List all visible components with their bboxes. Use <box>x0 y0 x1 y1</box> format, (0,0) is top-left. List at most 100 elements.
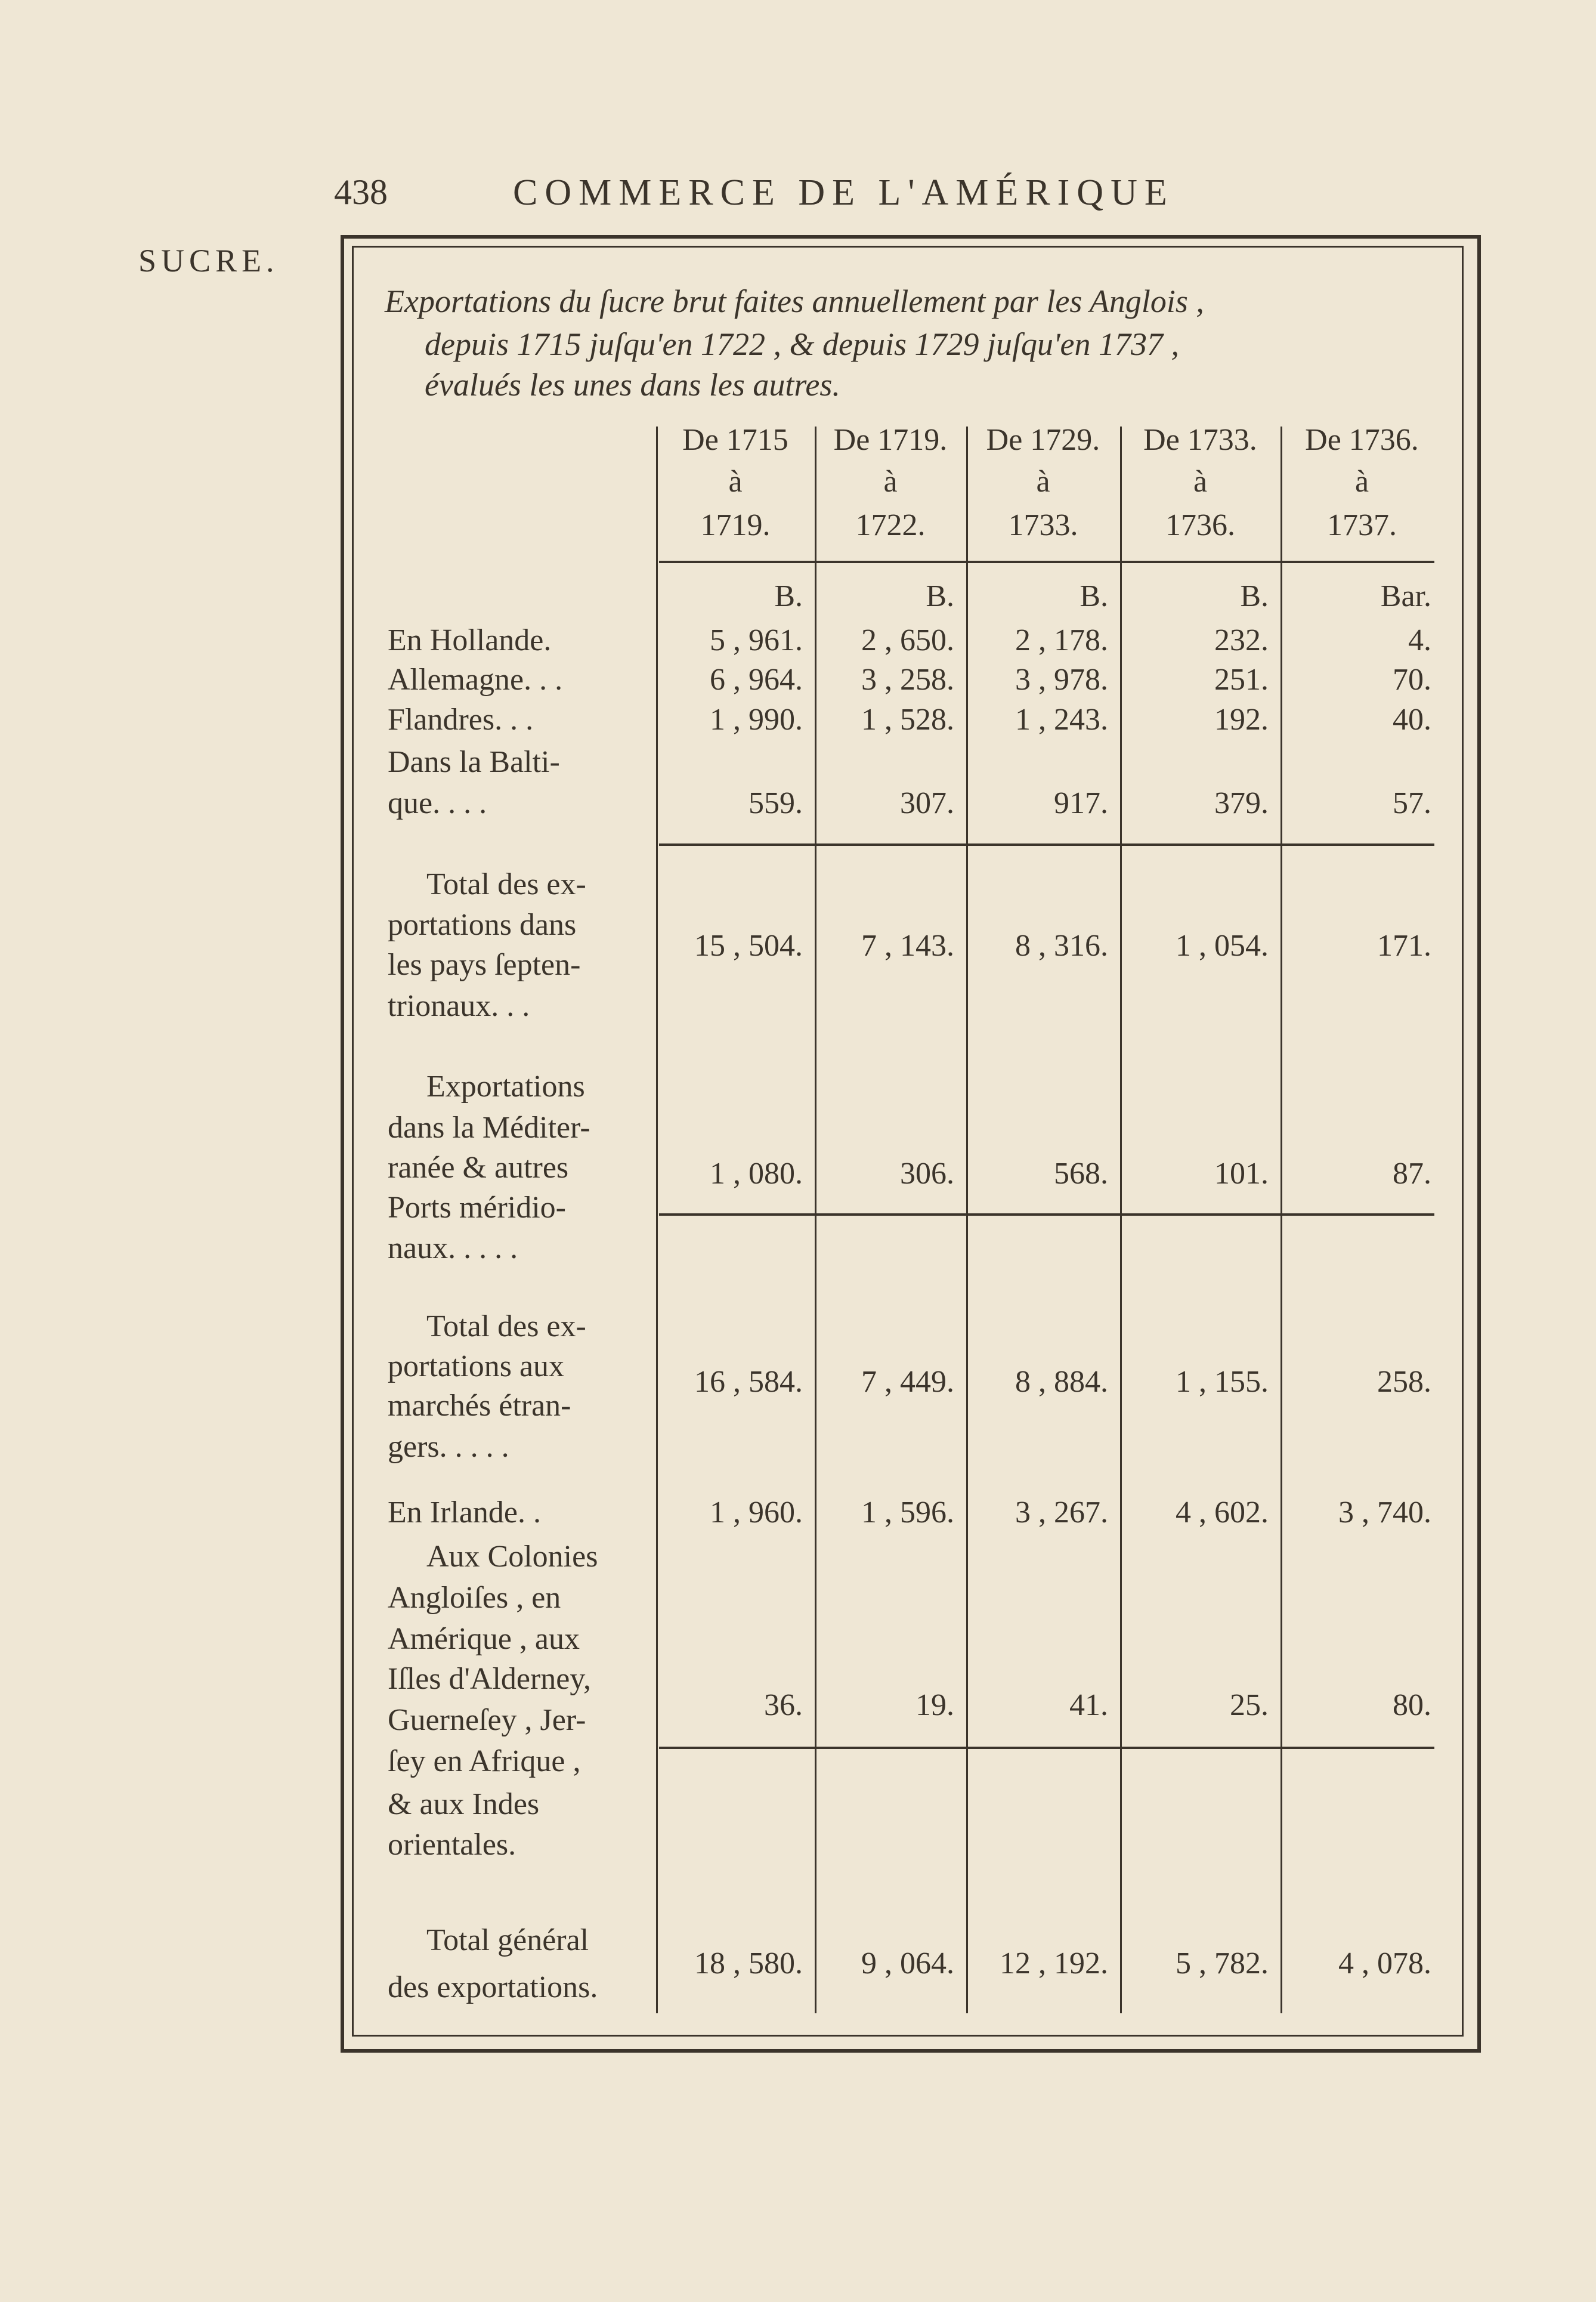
row-label: Total général <box>426 1923 589 1957</box>
cell-value: 258. <box>1377 1365 1431 1399</box>
cell-value: 232. <box>1214 623 1269 657</box>
column-header: à <box>1193 465 1208 499</box>
cell-value: 2 , 650. <box>861 623 954 657</box>
caption-line: Exportations du ſucre brut faites annuel… <box>385 283 1204 319</box>
cell-value: 1 , 155. <box>1176 1365 1269 1399</box>
cell-value: 5 , 961. <box>710 623 803 657</box>
cell-value: 306. <box>900 1157 954 1191</box>
row-label: Iſles d'Alderney, <box>388 1662 591 1696</box>
row-label: orientales. <box>388 1828 516 1862</box>
row-label: les pays ſepten- <box>388 948 581 982</box>
cell-value: 1 , 054. <box>1176 929 1269 963</box>
cell-value: 36. <box>764 1688 803 1722</box>
cell-value: 3 , 978. <box>1015 663 1108 697</box>
column-rule <box>966 427 968 2013</box>
cell-value: 41. <box>1069 1688 1108 1722</box>
cell-value: 12 , 192. <box>1000 1946 1108 1980</box>
row-label: Aux Colonies <box>426 1540 598 1574</box>
column-header: De 1733. <box>1143 423 1257 457</box>
row-label: trionaux. . . <box>388 989 530 1023</box>
caption-line: depuis 1715 juſqu'en 1722 , & depuis 172… <box>425 326 1180 362</box>
row-label: Dans la Balti- <box>388 745 560 779</box>
unit: B. <box>926 579 954 613</box>
cell-value: 917. <box>1054 786 1108 820</box>
column-header: De 1729. <box>986 423 1100 457</box>
cell-value: 1 , 243. <box>1015 703 1108 737</box>
row-label: Guerneſey , Jer- <box>388 1703 586 1737</box>
cell-value: 2 , 178. <box>1015 623 1108 657</box>
cell-value: 15 , 504. <box>694 929 803 963</box>
cell-value: 8 , 316. <box>1015 929 1108 963</box>
outer-frame <box>341 235 1481 2053</box>
cell-value: 7 , 449. <box>861 1365 954 1399</box>
row-label: Exportations <box>426 1070 585 1104</box>
cell-value: 171. <box>1377 929 1431 963</box>
row-label: En Irlande. . <box>388 1495 542 1529</box>
cell-value: 559. <box>748 786 803 820</box>
row-rule <box>659 1213 1434 1216</box>
unit: Bar. <box>1380 579 1431 613</box>
row-label: Total des ex- <box>426 867 586 901</box>
page-number: 438 <box>334 172 388 212</box>
row-label: naux. . . . . <box>388 1231 518 1265</box>
cell-value: 19. <box>915 1688 954 1722</box>
column-rule <box>1120 427 1122 2013</box>
column-header: 1736. <box>1165 508 1235 542</box>
cell-value: 18 , 580. <box>694 1946 803 1980</box>
row-label: portations dans <box>388 908 577 942</box>
column-header: à <box>1354 465 1369 499</box>
cell-value: 7 , 143. <box>861 929 954 963</box>
column-header: à <box>1036 465 1050 499</box>
cell-value: 3 , 267. <box>1015 1495 1108 1529</box>
cell-value: 80. <box>1393 1688 1431 1722</box>
cell-value: 251. <box>1214 663 1269 697</box>
column-rule <box>656 427 658 2013</box>
row-label: marchés étran- <box>388 1389 571 1423</box>
row-label: ranée & autres <box>388 1151 569 1185</box>
cell-value: 379. <box>1214 786 1269 820</box>
inner-frame <box>352 246 1464 2037</box>
cell-value: 1 , 528. <box>861 703 954 737</box>
cell-value: 4 , 078. <box>1338 1946 1431 1980</box>
row-label: dans la Méditer- <box>388 1111 590 1145</box>
column-header: 1719. <box>700 508 771 542</box>
cell-value: 16 , 584. <box>694 1365 803 1399</box>
column-header: à <box>728 465 743 499</box>
row-label: portations aux <box>388 1349 565 1383</box>
running-title: COMMERCE DE L'AMÉRIQUE <box>513 172 1174 213</box>
column-header: 1722. <box>855 508 926 542</box>
cell-value: 1 , 990. <box>710 703 803 737</box>
cell-value: 70. <box>1393 663 1431 697</box>
cell-value: 8 , 884. <box>1015 1365 1108 1399</box>
column-header: à <box>883 465 898 499</box>
unit: B. <box>1080 579 1108 613</box>
column-rule <box>1280 427 1282 2013</box>
cell-value: 192. <box>1214 703 1269 737</box>
cell-value: 3 , 258. <box>861 663 954 697</box>
column-header: De 1736. <box>1305 423 1419 457</box>
row-label: Ports méridio- <box>388 1191 566 1225</box>
cell-value: 57. <box>1393 786 1431 820</box>
cell-value: 6 , 964. <box>710 663 803 697</box>
row-label: Total des ex- <box>426 1309 586 1343</box>
cell-value: 87. <box>1393 1157 1431 1191</box>
cell-value: 4. <box>1408 623 1431 657</box>
cell-value: 101. <box>1214 1157 1269 1191</box>
cell-value: 3 , 740. <box>1338 1495 1431 1529</box>
unit: B. <box>1240 579 1269 613</box>
row-label: ſey en Afrique , <box>388 1744 581 1778</box>
cell-value: 1 , 596. <box>861 1495 954 1529</box>
row-label: Angloiſes , en <box>388 1581 561 1615</box>
cell-value: 9 , 064. <box>861 1946 954 1980</box>
cell-value: 4 , 602. <box>1176 1495 1269 1529</box>
column-header: De 1719. <box>833 423 948 457</box>
margin-note: SUCRE. <box>138 243 279 279</box>
row-label: Amérique , aux <box>388 1622 580 1656</box>
row-label: Allemagne. . . <box>388 663 563 697</box>
row-rule <box>659 561 1434 563</box>
row-rule <box>659 1747 1434 1749</box>
cell-value: 568. <box>1054 1157 1108 1191</box>
row-rule <box>659 843 1434 846</box>
column-header: 1737. <box>1327 508 1397 542</box>
cell-value: 1 , 080. <box>710 1157 803 1191</box>
